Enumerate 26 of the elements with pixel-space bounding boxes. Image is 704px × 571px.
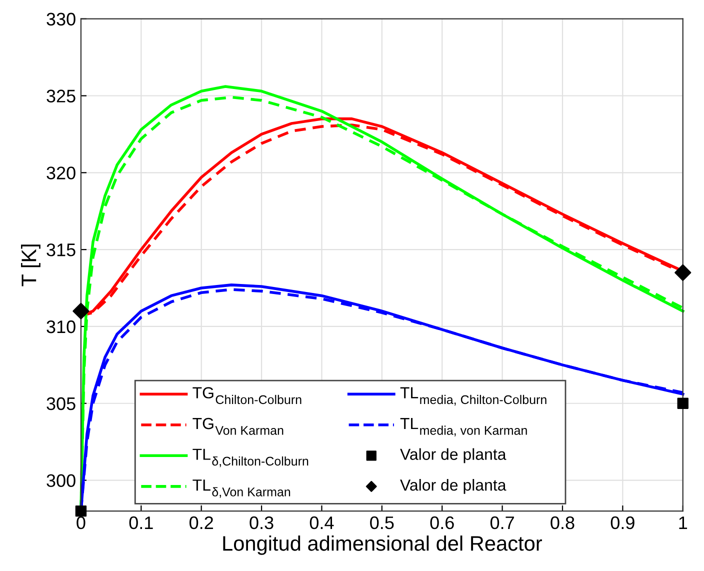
x-tick-label: 0 xyxy=(76,516,86,530)
y-tick-label: 310 xyxy=(46,320,76,334)
x-tick-label: 1 xyxy=(679,516,688,529)
x-tick-label: 0.9 xyxy=(610,516,634,530)
point xyxy=(72,302,90,320)
x-tick-label: 0.5 xyxy=(370,516,394,530)
point xyxy=(75,505,87,517)
y-tick-label: 325 xyxy=(46,90,76,102)
y-tick-label: 330 xyxy=(46,12,76,26)
x-tick-label: 0.2 xyxy=(190,516,213,530)
legend-label: Valor de planta xyxy=(400,478,506,494)
y-tick-label: 305 xyxy=(46,397,76,410)
x-axis-title: Longitud adimensional del Reactor xyxy=(223,536,542,555)
legend-label: Valor de planta xyxy=(400,448,506,464)
point xyxy=(674,264,692,281)
y-tick-label: 300 xyxy=(46,474,76,487)
point xyxy=(677,398,688,409)
x-tick-label: 0.1 xyxy=(129,516,153,530)
y-tick-label: 315 xyxy=(46,243,76,256)
y-axis-title: T [K] xyxy=(21,244,40,286)
x-tick-label: 0.4 xyxy=(310,516,334,530)
x-tick-label: 0.8 xyxy=(550,516,574,530)
x-tick-label: 0.7 xyxy=(490,516,514,530)
y-tick-label: 320 xyxy=(46,166,76,180)
x-tick-label: 0.6 xyxy=(430,516,454,530)
x-tick-label: 0.3 xyxy=(250,516,274,530)
